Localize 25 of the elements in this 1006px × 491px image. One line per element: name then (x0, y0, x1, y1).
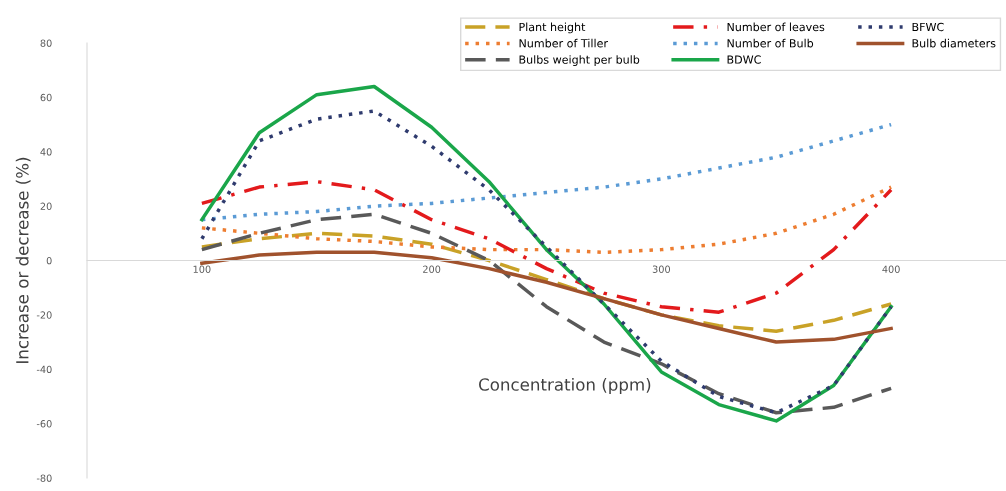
y-axis-title: Increase or decrease (%) (15, 157, 31, 363)
legend-label: BFWC (912, 22, 944, 32)
legend-label: BDWC (727, 55, 761, 64)
legend-label: Number of Tiller (519, 38, 608, 48)
line-series (200, 185, 893, 255)
y-tick-label: 80 (40, 39, 52, 47)
x-tick-label: 400 (882, 265, 900, 273)
y-tick-label: -40 (36, 365, 52, 374)
line-series (200, 122, 893, 222)
legend-label: Number of Bulb (727, 38, 814, 48)
y-tick-label: -20 (36, 311, 52, 319)
legend-label: Plant height (519, 22, 586, 34)
y-tick-label: 60 (40, 93, 52, 102)
x-tick-label: 100 (193, 265, 211, 273)
y-tick-label: -60 (36, 420, 52, 428)
legend-label: Number of leaves (727, 22, 825, 32)
legend-label: Bulb diameters (912, 38, 996, 48)
y-tick-label: 0 (46, 256, 52, 265)
y-tick-label: 40 (40, 148, 52, 156)
x-axis-title: Concentration (ppm) (479, 377, 651, 395)
y-tick-label: 20 (40, 202, 52, 210)
x-tick-label: 200 (423, 265, 441, 273)
legend-label: Bulbs weight per bulb (519, 55, 640, 66)
y-tick-label: -80 (36, 474, 52, 482)
x-tick-label: 300 (652, 265, 671, 273)
